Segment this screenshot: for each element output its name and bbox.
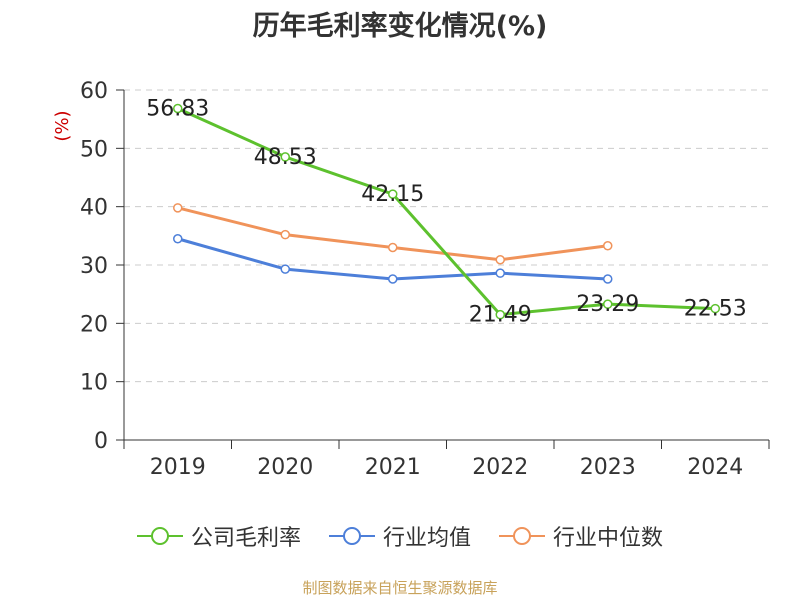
- y-tick-label: 60: [80, 79, 108, 104]
- data-label: 21.49: [469, 303, 532, 328]
- data-point: [710, 303, 720, 314]
- legend-marker-company: [136, 527, 183, 545]
- data-point: [173, 203, 183, 213]
- data-label: 56.83: [146, 96, 209, 121]
- legend-label-industry-mean: 行业均值: [382, 526, 471, 551]
- y-tick-label: 40: [80, 196, 108, 221]
- data-point: [603, 274, 613, 284]
- legend-label-company: 公司毛利率: [190, 526, 301, 551]
- data-point: [173, 103, 183, 114]
- data-point: [388, 242, 398, 253]
- y-tick-label: 20: [80, 312, 108, 337]
- data-point: [495, 255, 505, 265]
- data-point: [603, 299, 613, 309]
- data-label: 42.15: [361, 182, 424, 207]
- x-tick-label: 2019: [150, 455, 206, 480]
- x-tick-label: 2022: [472, 455, 528, 480]
- x-tick-label: 2021: [365, 455, 421, 480]
- data-point: [388, 189, 398, 199]
- legend: 公司毛利率 行业均值 行业中位数: [0, 520, 800, 552]
- y-tick-label: 10: [80, 371, 108, 396]
- y-tick-label: 50: [80, 137, 108, 162]
- data-point: [388, 274, 398, 284]
- data-point: [603, 241, 613, 251]
- data-label: 22.53: [684, 297, 747, 322]
- legend-item-company[interactable]: 公司毛利率: [136, 520, 301, 552]
- data-point: [173, 234, 183, 244]
- legend-item-industry-median[interactable]: 行业中位数: [499, 520, 663, 552]
- chart-title: 历年毛利率变化情况(%): [252, 11, 548, 42]
- source-note: 制图数据来自恒生聚源数据库: [302, 579, 498, 597]
- legend-label-industry-median: 行业中位数: [553, 526, 664, 551]
- x-tick-label: 2023: [580, 455, 636, 480]
- legend-item-industry-mean[interactable]: 行业均值: [328, 520, 471, 552]
- y-axis-label: (%): [52, 110, 73, 141]
- data-point: [280, 229, 290, 240]
- data-point: [495, 309, 505, 320]
- x-tick-label: 2024: [687, 455, 743, 480]
- data-point: [495, 268, 505, 278]
- legend-marker-industry-median: [499, 527, 545, 545]
- series-line: [177, 107, 716, 317]
- data-label: 48.53: [254, 145, 317, 170]
- y-tick-label: 0: [94, 429, 108, 454]
- y-tick-label: 30: [80, 254, 108, 279]
- data-point: [280, 152, 290, 162]
- data-point: [280, 264, 290, 274]
- legend-marker-industry-mean: [328, 527, 375, 545]
- x-tick-label: 2020: [257, 455, 313, 480]
- data-label: 23.29: [576, 292, 639, 317]
